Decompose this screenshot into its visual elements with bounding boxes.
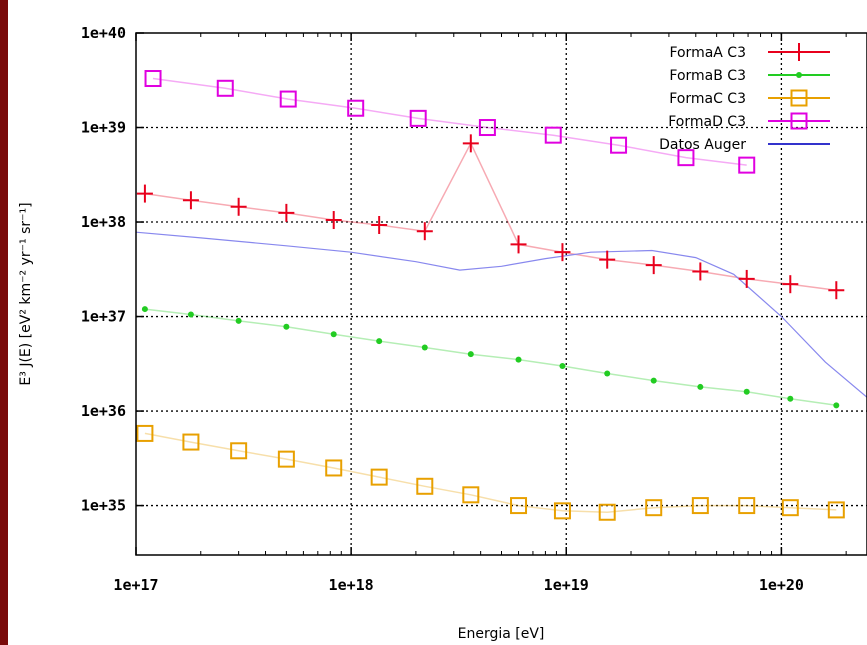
data-point-1	[235, 317, 242, 324]
data-point-2	[182, 433, 200, 451]
data-point-2	[230, 442, 248, 460]
series-curve-4	[135, 231, 867, 398]
data-point-0	[738, 269, 755, 288]
data-point-2	[738, 497, 756, 515]
data-point-0	[645, 256, 662, 275]
legend-label: FormaC C3	[669, 91, 746, 107]
y-tick-label: 1e+37	[81, 308, 126, 326]
x-tick-label: 1e+19	[544, 576, 589, 594]
data-point-1	[604, 370, 611, 377]
data-point-2	[691, 497, 709, 515]
data-point-3	[409, 109, 427, 127]
series-curve-3	[152, 77, 747, 166]
x-tick-label: 1e+17	[113, 576, 158, 594]
data-point-0	[510, 235, 527, 254]
data-point-1	[559, 362, 566, 369]
data-point-0	[182, 191, 199, 210]
data-point-1	[187, 311, 194, 318]
series-curves	[135, 77, 867, 514]
y-axis-title: E³ J(E) [eV² km⁻² yr⁻¹ sr⁻¹]	[18, 202, 34, 385]
data-point-2	[827, 501, 845, 519]
data-point-0	[371, 216, 388, 235]
y-tick-label: 1e+38	[81, 213, 126, 231]
data-point-0	[416, 222, 433, 241]
data-point-2	[325, 459, 343, 477]
data-point-0	[828, 281, 845, 300]
x-axis-title: Energia [eV]	[458, 626, 545, 642]
data-point-2	[277, 450, 295, 468]
data-point-2	[370, 468, 388, 486]
data-point-3	[738, 156, 756, 174]
data-point-3	[544, 126, 562, 144]
x-tick-label: 1e+18	[329, 576, 374, 594]
data-point-0	[692, 262, 709, 281]
data-point-0	[462, 134, 479, 153]
data-point-1	[787, 395, 794, 402]
legend-label: Datos Auger	[659, 137, 746, 153]
data-point-1	[141, 306, 148, 313]
y-tick-label: 1e+36	[81, 402, 126, 420]
data-point-2	[136, 424, 154, 442]
legend-marker	[791, 43, 807, 61]
data-point-1	[697, 383, 704, 390]
data-point-0	[325, 211, 342, 230]
data-point-1	[467, 351, 474, 358]
data-point-2	[598, 503, 616, 521]
data-point-3	[347, 99, 365, 117]
legend-marker	[796, 72, 802, 78]
data-point-3	[216, 79, 234, 97]
data-point-1	[376, 338, 383, 345]
data-point-1	[515, 356, 522, 363]
series-curve-1	[144, 308, 837, 407]
data-point-3	[144, 70, 162, 88]
data-point-0	[136, 184, 153, 203]
data-point-0	[782, 275, 799, 294]
data-point-2	[553, 502, 571, 520]
data-point-1	[283, 323, 290, 330]
data-point-1	[421, 344, 428, 351]
data-point-1	[330, 331, 337, 338]
x-tick-label: 1e+20	[759, 576, 804, 594]
legend: FormaA C3 FormaB C3 FormaC C3 FormaD C3 Dato…	[659, 43, 830, 153]
legend-label: FormaD C3	[668, 114, 746, 130]
data-point-3	[610, 136, 628, 154]
series-curve-2	[144, 432, 837, 514]
series-curve-0	[144, 141, 837, 291]
data-point-0	[554, 243, 571, 262]
data-point-0	[278, 203, 295, 222]
data-point-0	[230, 197, 247, 216]
data-point-1	[833, 402, 840, 409]
data-point-3	[279, 90, 297, 108]
data-point-3	[478, 119, 496, 137]
legend-marker	[790, 89, 808, 107]
y-tick-label: 1e+40	[81, 24, 126, 42]
legend-marker	[790, 112, 808, 130]
axis-ticks: 1e+17 1e+18 1e+19 1e+20 1e+35 1e+36 1e+37 1e+38…	[81, 24, 847, 594]
data-point-1	[743, 388, 750, 395]
data-point-2	[462, 486, 480, 504]
series-points	[136, 70, 845, 521]
data-point-0	[599, 250, 616, 269]
chart-frame: 1e+17 1e+18 1e+19 1e+20 1e+35 1e+36 1e+37 1e+38…	[8, 0, 867, 645]
data-point-2	[781, 499, 799, 517]
log-log-chart: 1e+17 1e+18 1e+19 1e+20 1e+35 1e+36 1e+37 1e+38…	[18, 24, 867, 642]
data-point-1	[650, 377, 657, 384]
data-point-3	[677, 149, 695, 167]
data-point-2	[645, 499, 663, 517]
y-tick-label: 1e+39	[81, 119, 126, 137]
data-point-2	[416, 477, 434, 495]
data-point-2	[510, 497, 528, 515]
legend-label: FormaA C3	[669, 45, 746, 61]
plot-background	[136, 33, 867, 555]
legend-label: FormaB C3	[669, 68, 746, 84]
y-tick-label: 1e+35	[81, 497, 126, 515]
